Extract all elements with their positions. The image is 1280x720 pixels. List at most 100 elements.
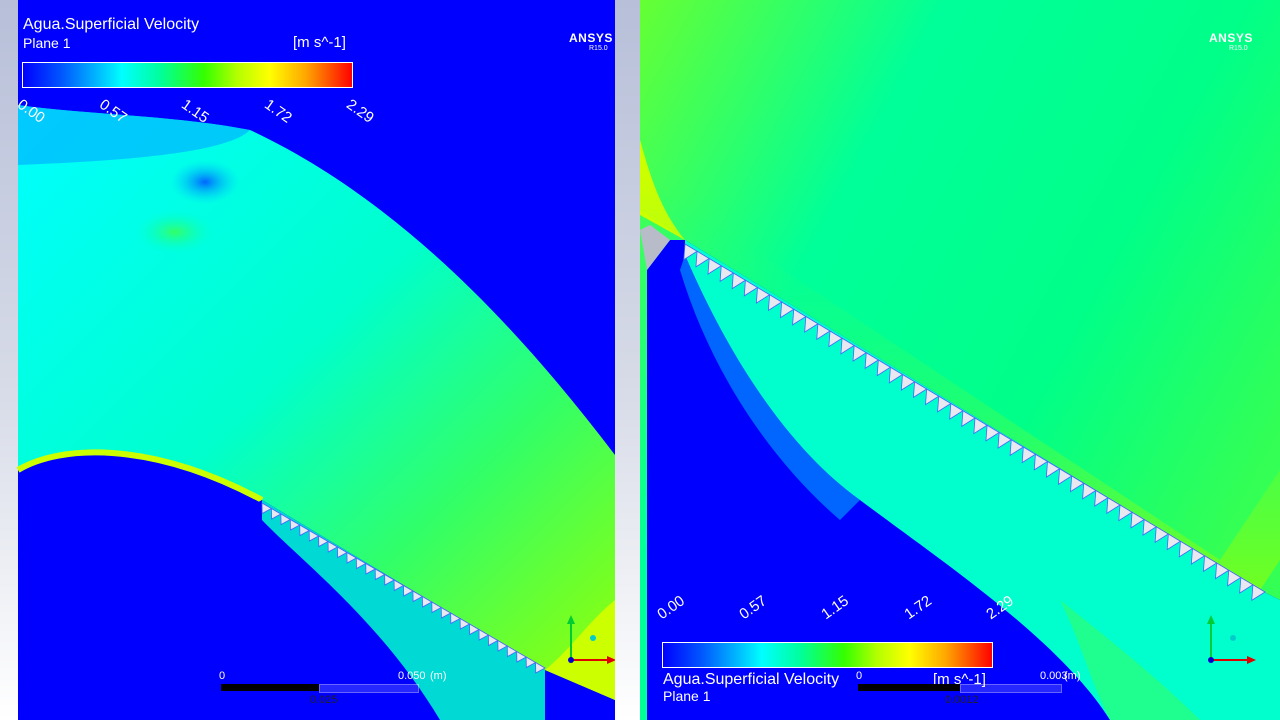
sawtooth-tooth	[925, 388, 940, 406]
sawtooth-tooth	[393, 579, 405, 592]
scale-unit: (m)	[1064, 670, 1081, 682]
sawtooth-tooth	[1082, 482, 1097, 500]
scale-bar-white	[319, 684, 419, 693]
sawtooth-tooth	[695, 250, 710, 268]
sawtooth-tooth	[516, 650, 527, 663]
vortex-low	[170, 160, 240, 204]
sawtooth-tooth	[1009, 439, 1025, 457]
sawtooth-tooth	[365, 562, 377, 575]
sawtooth-tooth	[469, 623, 480, 636]
sawtooth-tooth	[431, 601, 443, 614]
sawtooth-tooth	[1094, 489, 1109, 507]
sawtooth-tooth	[403, 584, 414, 597]
ansys-logo: ANSYS	[1209, 31, 1253, 45]
flow-jet	[18, 105, 615, 700]
sawtooth-tooth	[1021, 446, 1037, 464]
ansys-version: R15.0	[589, 45, 608, 52]
sawtooth-tooth	[1202, 555, 1218, 573]
sawtooth-tooth	[864, 352, 880, 370]
sawtooth-tooth	[1154, 526, 1170, 544]
sawtooth-tooth	[271, 507, 282, 520]
scale-mid: 0.025	[310, 694, 338, 706]
sawtooth-tooth	[289, 518, 301, 531]
scale-bar-white	[960, 684, 1062, 693]
ansys-version: R15.0	[1229, 45, 1248, 52]
sawtooth-tooth	[421, 595, 433, 608]
velocity-contour-right	[640, 0, 1280, 720]
scale-bar-black	[858, 684, 960, 691]
colorbar	[662, 642, 993, 668]
sawtooth-tooth	[487, 634, 499, 647]
sawtooth-tooth	[985, 424, 1000, 442]
sawtooth-tooth	[525, 656, 537, 669]
sawtooth-tooth	[767, 294, 783, 312]
sawtooth-edge-left	[261, 502, 546, 674]
sawtooth-tooth	[719, 265, 735, 283]
legend-unit: [m s^-1]	[933, 671, 986, 688]
sawtooth-tooth	[1215, 562, 1230, 580]
sawtooth-tooth	[1057, 468, 1073, 486]
sawtooth-tooth	[1178, 540, 1194, 558]
axis-triad-icon[interactable]	[1198, 612, 1268, 668]
sawtooth-tooth	[997, 431, 1013, 449]
viewport-left[interactable]: Agua.Superficial Velocity Plane 1 [m s^-…	[0, 0, 615, 720]
sawtooth-tooth	[450, 612, 461, 625]
legend-plane: Plane 1	[23, 35, 71, 51]
sawtooth-tooth	[1166, 533, 1182, 551]
sawtooth-tooth	[280, 513, 292, 526]
colorbar	[22, 62, 353, 88]
sawtooth-tooth	[1106, 497, 1121, 515]
sawtooth-tooth	[1239, 576, 1254, 594]
sawtooth-tooth	[1045, 460, 1061, 478]
velocity-contour-left	[16, 0, 615, 720]
sawtooth-tooth	[937, 395, 952, 413]
sawtooth-tooth	[1130, 511, 1145, 529]
legend-title: Agua.Superficial Velocity	[23, 16, 200, 33]
sawtooth-tooth	[506, 645, 518, 658]
scale-end: 0.050	[398, 670, 426, 682]
scale-mid: 0.0012	[945, 694, 979, 706]
legend-unit: [m s^-1]	[293, 34, 346, 51]
sawtooth-tooth	[852, 344, 868, 362]
sawtooth-tooth	[440, 606, 452, 619]
sawtooth-tooth	[1142, 518, 1158, 536]
sawtooth-tooth	[299, 524, 310, 537]
ansys-logo: ANSYS	[569, 31, 613, 45]
sawtooth-tooth	[900, 373, 916, 391]
sawtooth-tooth	[743, 279, 759, 297]
sawtooth-tooth	[1033, 453, 1049, 471]
sawtooth-tooth	[308, 529, 320, 542]
sawtooth-tooth	[374, 568, 386, 581]
sawtooth-tooth	[1190, 547, 1206, 565]
sawtooth-tooth	[876, 359, 892, 377]
viewport-right[interactable]: ANSYS R15.0 0.00 0.57 1.15 1.72 2.29 Agu…	[640, 0, 1280, 720]
sawtooth-tooth	[384, 573, 395, 586]
sawtooth-tooth	[912, 381, 928, 399]
sawtooth-tooth	[337, 546, 348, 559]
sawtooth-tooth	[949, 402, 964, 420]
sawtooth-tooth	[535, 661, 546, 674]
sawtooth-tooth	[888, 366, 904, 384]
sawtooth-tooth	[459, 617, 471, 630]
sawtooth-tooth	[683, 243, 698, 261]
sawtooth-tooth	[816, 323, 831, 341]
sawtooth-tooth	[804, 315, 819, 333]
sawtooth-tooth	[780, 301, 795, 319]
teeth-wake	[685, 240, 1280, 720]
sawtooth-tooth	[707, 257, 723, 275]
sawtooth-edge-right	[683, 243, 1266, 602]
sawtooth-tooth	[828, 330, 843, 348]
scale-start: 0	[856, 670, 863, 682]
sawtooth-tooth	[497, 639, 509, 652]
sawtooth-tooth	[1070, 475, 1085, 493]
sawtooth-tooth	[412, 590, 424, 603]
legend-title: Agua.Superficial Velocity	[663, 671, 840, 688]
axis-triad-icon[interactable]	[558, 612, 615, 668]
sawtooth-tooth	[1227, 569, 1242, 587]
sawtooth-tooth	[478, 628, 490, 641]
sawtooth-tooth	[973, 417, 988, 435]
scale-start: 0	[219, 670, 226, 682]
sawtooth-tooth	[840, 337, 855, 355]
sawtooth-tooth	[261, 502, 273, 515]
sawtooth-tooth	[327, 540, 339, 553]
